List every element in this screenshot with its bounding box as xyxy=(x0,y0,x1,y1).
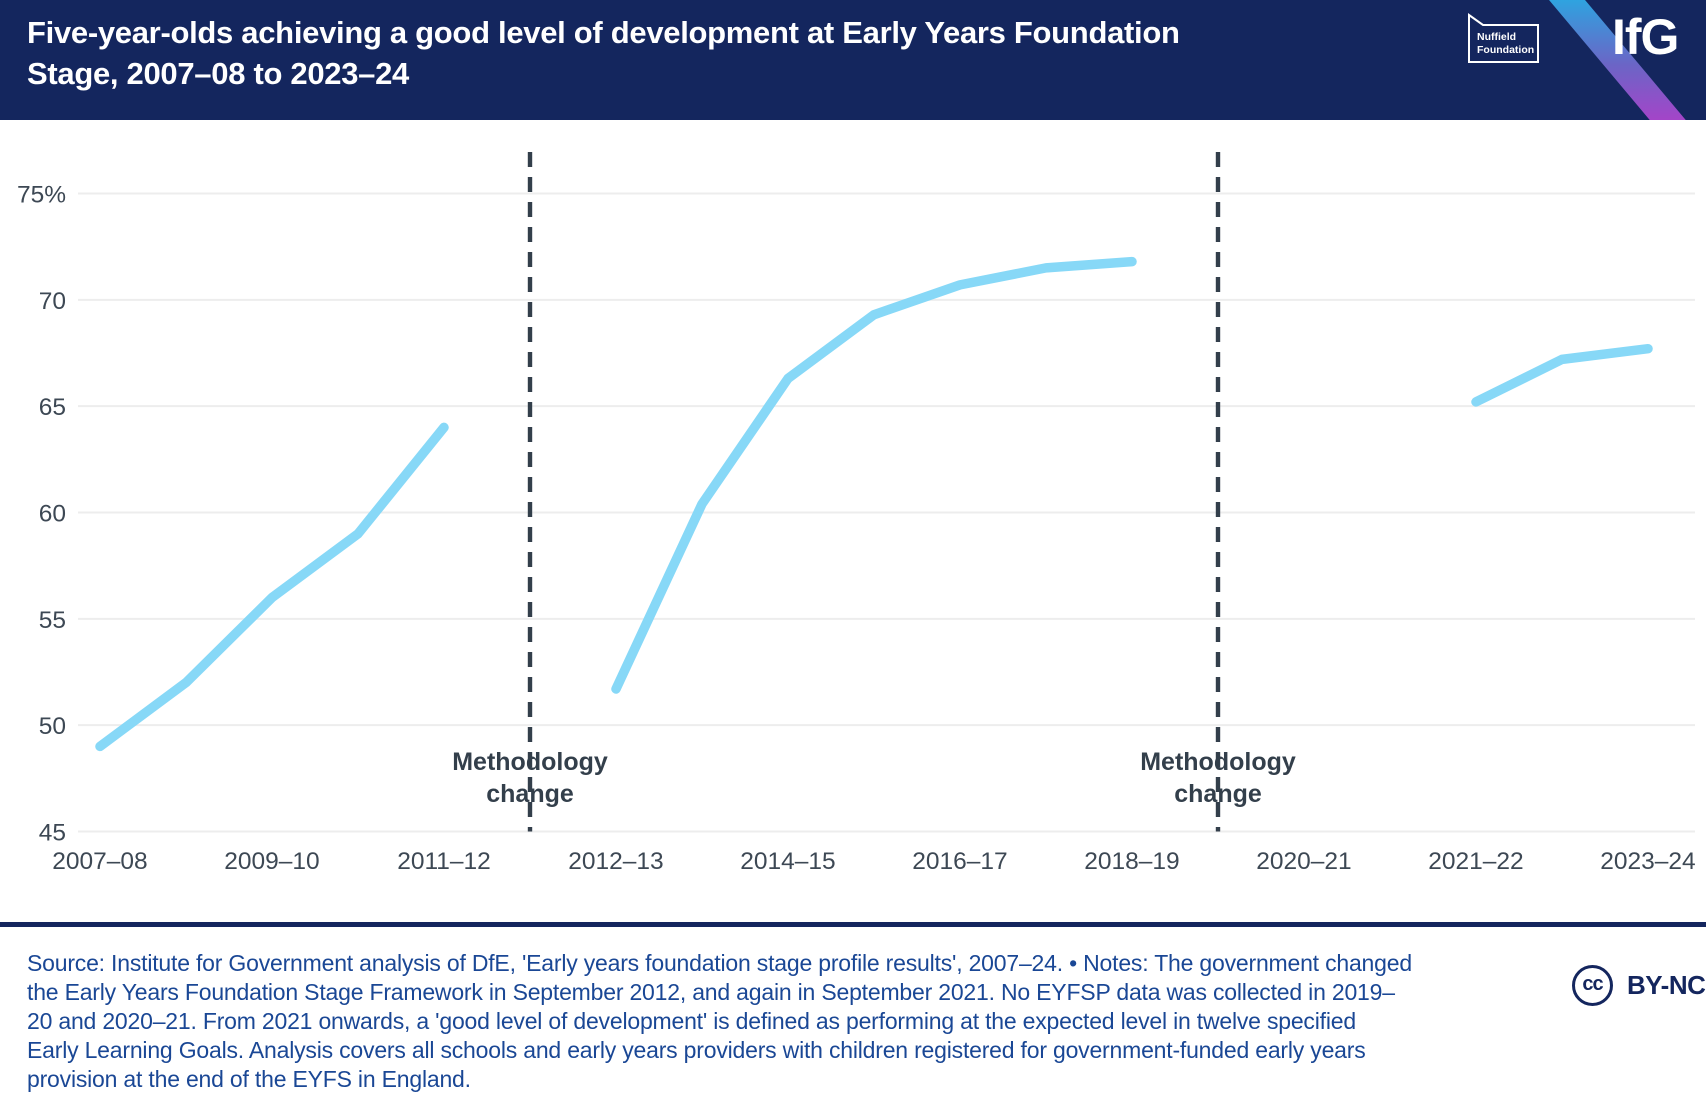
y-tick-label: 50 xyxy=(39,713,66,740)
header-banner: Five-year-olds achieving a good level of… xyxy=(0,0,1706,120)
source-notes-text: Source: Institute for Government analysi… xyxy=(27,950,1412,1092)
x-tick-label: 2009–10 xyxy=(224,848,319,875)
y-tick-label: 45 xyxy=(39,820,66,847)
creative-commons-icon: cc xyxy=(1572,965,1613,1006)
x-tick-label: 2021–22 xyxy=(1428,848,1523,875)
x-tick-label: 2012–13 xyxy=(568,848,663,875)
page-title: Five-year-olds achieving a good level of… xyxy=(27,12,1367,94)
annotation-label-line1: Methodology xyxy=(452,748,608,776)
annotation-label-line1: Methodology xyxy=(1140,748,1296,776)
license-badge: cc BY-NC xyxy=(1572,965,1706,1006)
x-tick-label: 2018–19 xyxy=(1084,848,1179,875)
x-tick-label: 2011–12 xyxy=(397,848,491,875)
page-title-line1: Five-year-olds achieving a good level of… xyxy=(27,15,1180,50)
ifg-logo: IfG xyxy=(1612,9,1679,65)
nuffield-foundation-logo: Nuffield Foundation xyxy=(1468,13,1539,63)
annotation-label-line2: change xyxy=(486,780,574,808)
x-tick-label: 2016–17 xyxy=(912,848,1007,875)
page-title-line2: Stage, 2007–08 to 2023–24 xyxy=(27,56,409,91)
y-tick-label: 65 xyxy=(39,394,66,421)
trend-line-segment xyxy=(1471,343,1653,407)
x-tick-label: 2023–24 xyxy=(1600,848,1695,875)
y-tick-label: 75% xyxy=(17,182,66,209)
nuffield-logo-text-line1: Nuffield xyxy=(1477,31,1516,43)
chart-area: 75% 70 65 60 55 50 45 2007–08 2009–10 2011–12 2012… xyxy=(0,120,1706,920)
nuffield-logo-text-line2: Foundation xyxy=(1477,44,1534,56)
license-label: BY-NC xyxy=(1627,970,1706,1000)
y-tick-label: 70 xyxy=(39,288,66,315)
annotation-label-line2: change xyxy=(1174,780,1262,808)
trend-line-segment xyxy=(95,422,449,752)
x-tick-label: 2007–08 xyxy=(52,848,147,875)
trend-line-segment xyxy=(611,256,1137,694)
y-tick-label: 60 xyxy=(39,501,66,528)
nuffield-logo-frame-icon xyxy=(1468,13,1539,63)
footer: Source: Institute for Government analysi… xyxy=(0,922,1706,1100)
y-tick-label: 55 xyxy=(39,607,66,634)
x-tick-label: 2020–21 xyxy=(1256,848,1351,875)
x-tick-label: 2014–15 xyxy=(740,848,835,875)
